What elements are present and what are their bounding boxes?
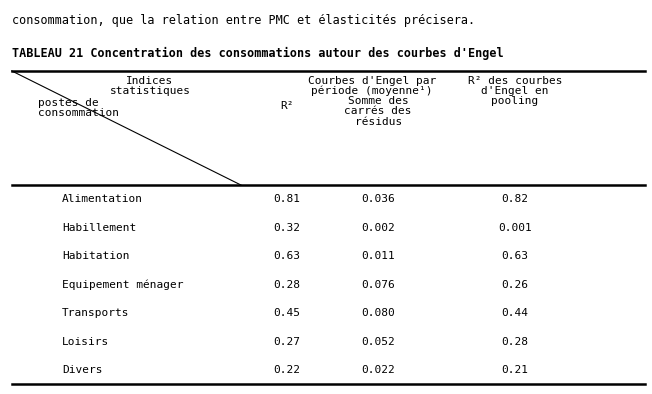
Text: 0.001: 0.001: [498, 223, 532, 233]
Text: 0.44: 0.44: [501, 308, 529, 318]
Text: statistiques: statistiques: [110, 86, 190, 96]
Text: 0.080: 0.080: [361, 308, 395, 318]
Text: 0.63: 0.63: [501, 251, 529, 261]
Text: 0.82: 0.82: [501, 194, 529, 204]
Text: Somme des: Somme des: [348, 96, 409, 106]
Text: 0.002: 0.002: [361, 223, 395, 233]
Text: 0.81: 0.81: [273, 194, 301, 204]
Text: 0.22: 0.22: [273, 365, 301, 375]
Text: Habitation: Habitation: [62, 251, 130, 261]
Text: 0.63: 0.63: [273, 251, 301, 261]
Text: consommation: consommation: [38, 108, 119, 119]
Text: Habillement: Habillement: [62, 223, 136, 233]
Text: résidus: résidus: [355, 117, 402, 126]
Text: TABLEAU 21 Concentration des consommations autour des courbes d'Engel: TABLEAU 21 Concentration des consommatio…: [12, 47, 503, 60]
Text: 0.32: 0.32: [273, 223, 301, 233]
Text: 0.022: 0.022: [361, 365, 395, 375]
Text: consommation, que la relation entre PMC et élasticités précisera.: consommation, que la relation entre PMC …: [12, 14, 475, 27]
Text: Equipement ménager: Equipement ménager: [62, 279, 183, 290]
Text: pooling: pooling: [492, 96, 539, 106]
Text: 0.28: 0.28: [501, 336, 529, 346]
Text: 0.28: 0.28: [273, 280, 301, 290]
Text: 0.26: 0.26: [501, 280, 529, 290]
Text: Loisirs: Loisirs: [62, 336, 109, 346]
Text: 0.27: 0.27: [273, 336, 301, 346]
Text: Indices: Indices: [126, 76, 173, 85]
Text: 0.011: 0.011: [361, 251, 395, 261]
Text: Courbes d'Engel par: Courbes d'Engel par: [308, 76, 436, 85]
Text: R² des courbes: R² des courbes: [468, 76, 562, 85]
Text: 0.076: 0.076: [361, 280, 395, 290]
Text: d'Engel en: d'Engel en: [481, 86, 549, 96]
Text: carrés des: carrés des: [344, 106, 412, 116]
Text: Transports: Transports: [62, 308, 130, 318]
Text: 0.036: 0.036: [361, 194, 395, 204]
Text: postes de: postes de: [38, 98, 98, 108]
Text: Alimentation: Alimentation: [62, 194, 143, 204]
Text: 0.45: 0.45: [273, 308, 301, 318]
Text: période (moyenne¹): période (moyenne¹): [311, 86, 432, 97]
Text: Divers: Divers: [62, 365, 102, 375]
Text: 0.21: 0.21: [501, 365, 529, 375]
Text: R²: R²: [280, 101, 293, 111]
Text: 0.052: 0.052: [361, 336, 395, 346]
